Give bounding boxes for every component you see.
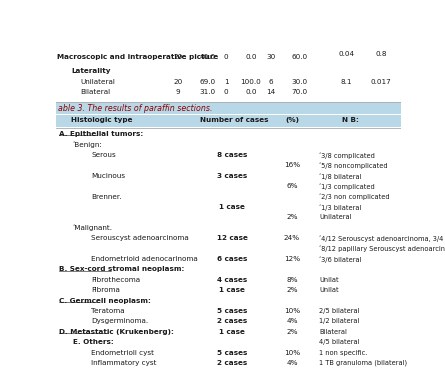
Text: Unilat: Unilat — [319, 287, 339, 293]
Text: ʼBenign:: ʼBenign: — [73, 142, 102, 148]
Text: N B:: N B: — [342, 117, 359, 123]
Text: 1 case: 1 case — [219, 287, 245, 293]
Bar — [56, 115, 400, 127]
Text: 16%: 16% — [284, 162, 300, 169]
Text: 0: 0 — [224, 54, 228, 60]
Text: 4%: 4% — [286, 318, 298, 325]
Text: 0.8: 0.8 — [376, 51, 387, 57]
Text: (%): (%) — [285, 117, 299, 123]
Text: Unilateral: Unilateral — [81, 79, 115, 85]
Text: 8.1: 8.1 — [340, 79, 352, 85]
Text: E. Others:: E. Others: — [73, 339, 113, 345]
Text: 6 cases: 6 cases — [217, 256, 247, 262]
Text: 8 cases: 8 cases — [217, 152, 247, 158]
Text: 5 cases: 5 cases — [217, 350, 247, 356]
Text: ʼ5/8 noncomplicated: ʼ5/8 noncomplicated — [319, 162, 388, 169]
Text: 1 non specific.: 1 non specific. — [319, 350, 368, 356]
Text: 2%: 2% — [286, 287, 298, 293]
Text: Serouscyst adenoarcinoma: Serouscyst adenoarcinoma — [91, 235, 189, 241]
Text: 2 cases: 2 cases — [217, 318, 247, 325]
Text: 1 case: 1 case — [219, 204, 245, 210]
Text: ʼ1/3 bilateral: ʼ1/3 bilateral — [319, 204, 361, 211]
Text: 4 cases: 4 cases — [217, 277, 247, 283]
Text: B. Sex-cord stromal neoplasm:: B. Sex-cord stromal neoplasm: — [59, 266, 184, 273]
Text: Dysgerminoma.: Dysgerminoma. — [91, 318, 148, 325]
Text: Histologic type: Histologic type — [71, 117, 133, 123]
Text: 2%: 2% — [286, 214, 298, 221]
Text: Teratoma: Teratoma — [91, 308, 125, 314]
Text: 8%: 8% — [286, 277, 298, 283]
Text: ʼ3/6 bilateral: ʼ3/6 bilateral — [319, 256, 362, 263]
Text: Mucinous: Mucinous — [91, 173, 125, 179]
Text: 1: 1 — [224, 79, 228, 85]
Text: 2 cases: 2 cases — [217, 360, 247, 366]
Text: 30.0: 30.0 — [291, 79, 308, 85]
Text: ʼ1/3 complicated: ʼ1/3 complicated — [319, 183, 375, 190]
Text: ʼ4/12 Serouscyst adenoarcinoma, 3/4 bilateral.: ʼ4/12 Serouscyst adenoarcinoma, 3/4 bila… — [319, 235, 445, 242]
Text: Unilat: Unilat — [319, 277, 339, 283]
Text: Fibrothecoma: Fibrothecoma — [91, 277, 141, 283]
Text: 2/5 bilateral: 2/5 bilateral — [319, 308, 360, 314]
Text: 10%: 10% — [284, 350, 300, 356]
Text: 14: 14 — [267, 89, 276, 95]
Text: 69.0: 69.0 — [199, 79, 215, 85]
Text: 70.0: 70.0 — [291, 89, 308, 95]
Text: 0.04: 0.04 — [338, 51, 354, 57]
Text: 40.0: 40.0 — [199, 54, 215, 60]
Text: 0.0: 0.0 — [245, 54, 257, 60]
Text: 30: 30 — [267, 54, 276, 60]
Text: Serous: Serous — [91, 152, 116, 158]
Text: Macroscopic and intraoperative picture: Macroscopic and intraoperative picture — [57, 54, 218, 60]
Text: 31.0: 31.0 — [199, 89, 215, 95]
Text: ʼ3/8 complicated: ʼ3/8 complicated — [319, 152, 375, 159]
Text: Endometrioli cyst: Endometrioli cyst — [91, 350, 154, 356]
Text: Laterality: Laterality — [71, 68, 111, 74]
Text: Number of cases: Number of cases — [200, 117, 268, 123]
Text: Unilateral: Unilateral — [319, 214, 352, 221]
Text: 1/2 bilateral: 1/2 bilateral — [319, 318, 360, 325]
Text: Endometrioid adenocarinoma: Endometrioid adenocarinoma — [91, 256, 198, 262]
Text: 20: 20 — [174, 79, 183, 85]
Text: 5 cases: 5 cases — [217, 308, 247, 314]
Text: 4%: 4% — [286, 360, 298, 366]
Text: D. Metastatic (Krukenberg):: D. Metastatic (Krukenberg): — [59, 329, 174, 335]
Text: 10%: 10% — [284, 308, 300, 314]
Text: 100.0: 100.0 — [241, 79, 261, 85]
Text: 0.0: 0.0 — [245, 89, 257, 95]
Text: 2%: 2% — [286, 329, 298, 335]
Text: 60.0: 60.0 — [291, 54, 308, 60]
Text: Bilateral: Bilateral — [81, 89, 110, 95]
Text: ʼ8/12 papillary Serouscyst adenoarcinoma,6/8 bilat: ʼ8/12 papillary Serouscyst adenoarcinoma… — [319, 246, 445, 252]
Text: 6: 6 — [269, 79, 273, 85]
Text: 9: 9 — [176, 89, 180, 95]
Text: C. Germcell neoplasm:: C. Germcell neoplasm: — [59, 298, 150, 304]
Text: 20: 20 — [174, 54, 183, 60]
Text: 12 case: 12 case — [217, 235, 248, 241]
Bar — [56, 102, 400, 114]
Text: 4/5 bilateral: 4/5 bilateral — [319, 339, 360, 345]
Text: 6%: 6% — [286, 183, 298, 189]
Text: Inflammatory cyst: Inflammatory cyst — [91, 360, 157, 366]
Text: 24%: 24% — [284, 235, 300, 241]
Text: ʼ2/3 non complicated: ʼ2/3 non complicated — [319, 194, 390, 200]
Text: A. Epithelial tumors:: A. Epithelial tumors: — [59, 131, 143, 137]
Text: ʼMalignant.: ʼMalignant. — [73, 225, 113, 231]
Text: Fibroma: Fibroma — [91, 287, 120, 293]
Text: 0: 0 — [224, 89, 228, 95]
Text: 1 TB granuloma (bilateral): 1 TB granuloma (bilateral) — [319, 360, 407, 367]
Text: Bilateral: Bilateral — [319, 329, 347, 335]
Text: 1 case: 1 case — [219, 329, 245, 335]
Text: 12%: 12% — [284, 256, 300, 262]
Text: 3 cases: 3 cases — [217, 173, 247, 179]
Text: able 3. The results of paraffin sections.: able 3. The results of paraffin sections… — [58, 104, 212, 112]
Text: ʼ1/8 bilateral: ʼ1/8 bilateral — [319, 173, 362, 179]
Text: Brenner.: Brenner. — [91, 194, 122, 200]
Text: 0.017: 0.017 — [371, 79, 392, 85]
